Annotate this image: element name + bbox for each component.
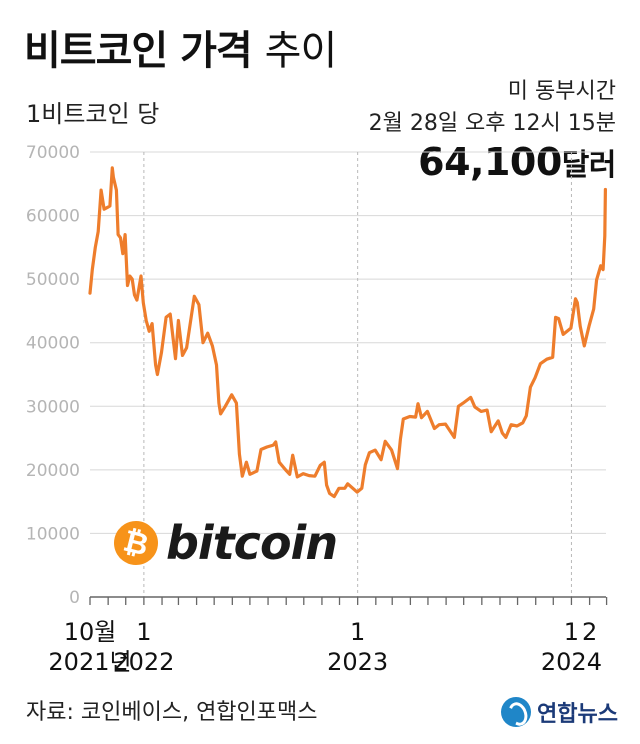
price-line <box>88 166 607 499</box>
x-tick-label: 1 <box>350 618 365 646</box>
timestamp-timezone: 미 동부시간 <box>507 79 616 104</box>
x-tick-label: 10월 <box>64 618 117 646</box>
y-tick-label: 50000 <box>26 270 80 290</box>
x-tick-label: 2 <box>582 618 597 646</box>
x-year-label: 2024 <box>541 648 602 676</box>
y-tick-label: 60000 <box>26 207 80 227</box>
y-tick-label: 0 <box>69 588 80 608</box>
chart-title-bold: 비트코인 가격 <box>24 28 253 74</box>
current-price: 64,100달러 <box>418 140 616 184</box>
y-tick-label: 70000 <box>26 143 80 163</box>
timestamp: 미 동부시간 2월 28일 오후 12시 15분 <box>369 76 616 140</box>
x-year-label: 2022 <box>113 648 174 676</box>
yonhap-logo-icon <box>501 697 532 727</box>
chart-title-light: 추이 <box>264 28 338 74</box>
timestamp-datetime: 2월 28일 오후 12시 15분 <box>368 111 616 136</box>
agency-logo: 연합뉴스 <box>501 696 618 728</box>
chart-title: 비트코인 가격 추이 <box>24 18 338 76</box>
y-axis: 0 10000 20000 30000 40000 50000 60000 70000 <box>26 143 80 608</box>
current-price-value: 64,100 <box>418 140 562 184</box>
current-price-unit: 달러 <box>561 148 617 183</box>
x-tick-label: 1 <box>564 618 579 646</box>
source-text: 자료: 코인베이스, 연합인포맥스 <box>26 700 318 725</box>
y-tick-label: 10000 <box>26 524 80 544</box>
y-tick-label: 20000 <box>26 461 80 481</box>
x-tick-label: 1 <box>136 618 151 646</box>
bitcoin-wordmark: bitcoin <box>166 516 338 570</box>
grid <box>90 151 606 597</box>
bitcoin-logo: ₿ bitcoin <box>109 516 338 570</box>
unit-label: 1비트코인 당 <box>26 100 160 128</box>
y-tick-label: 40000 <box>26 334 80 354</box>
bitcoin-icon: ₿ <box>109 516 163 570</box>
x-year-label: 2023 <box>327 648 388 676</box>
y-tick-label: 30000 <box>26 397 80 417</box>
x-year-label: 2021년 <box>48 648 131 676</box>
agency-name: 연합뉴스 <box>537 702 618 727</box>
